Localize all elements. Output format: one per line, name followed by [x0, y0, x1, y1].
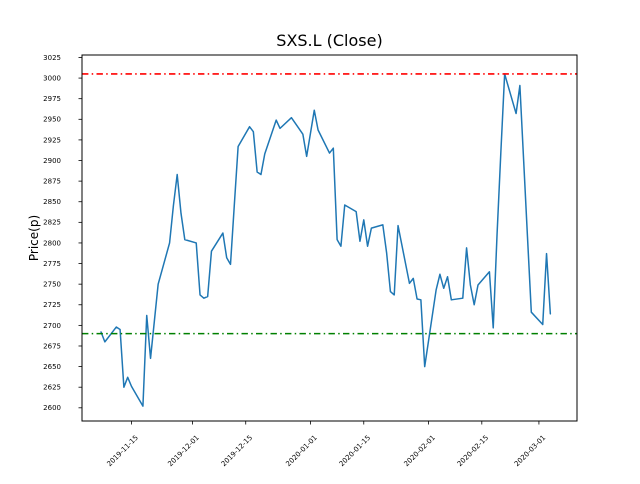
- y-tick-label: 2725: [43, 301, 61, 309]
- axes-spines: [81, 54, 578, 422]
- y-tick-label: 2875: [43, 178, 61, 186]
- y-tick-label: 2900: [43, 157, 61, 165]
- y-tick-label: 2600: [43, 404, 61, 412]
- y-tick-label: 2975: [43, 95, 61, 103]
- y-tick-label: 2825: [43, 219, 61, 227]
- y-axis-ticks: 2600 2625 2650 2675 2700 2725 2750 2775 2800 2825…: [43, 54, 82, 412]
- y-tick-label: 2950: [43, 116, 61, 124]
- y-axis-label: Price(p): [27, 215, 41, 261]
- y-tick-label: 3025: [43, 54, 61, 62]
- y-tick-label: 3000: [43, 74, 61, 82]
- y-tick-label: 2625: [43, 384, 61, 392]
- y-tick-label: 2675: [43, 342, 61, 350]
- y-tick-label: 2775: [43, 260, 61, 268]
- close-price-line: [100, 73, 552, 407]
- y-tick-label: 2650: [43, 363, 61, 371]
- y-tick-label: 2850: [43, 198, 61, 206]
- chart-title: SXS.L (Close): [276, 31, 382, 50]
- y-tick-label: 2925: [43, 136, 61, 144]
- y-tick-label: 2700: [43, 322, 61, 330]
- plot-area: [82, 55, 577, 421]
- y-tick-label: 2800: [43, 239, 61, 247]
- y-tick-label: 2750: [43, 281, 61, 289]
